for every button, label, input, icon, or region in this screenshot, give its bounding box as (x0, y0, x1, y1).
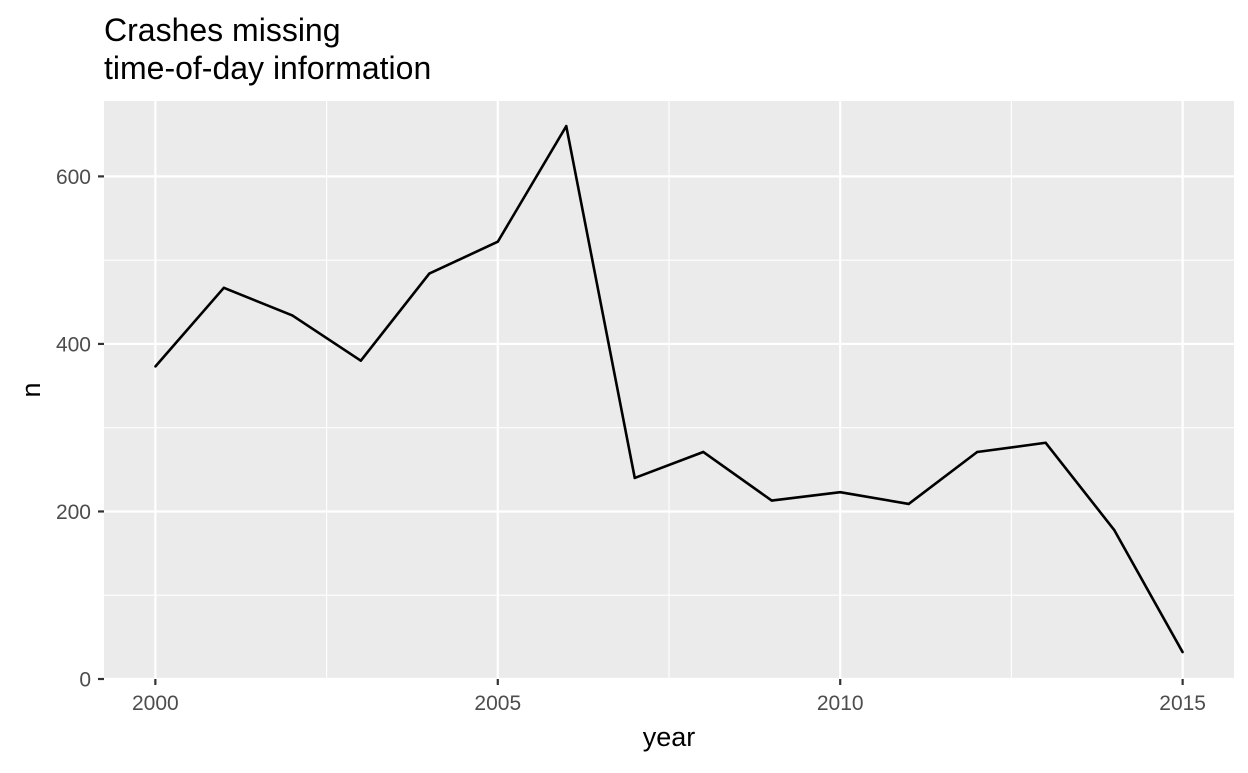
data-point (839, 490, 842, 494)
data-point (1181, 650, 1184, 654)
data-point (770, 499, 773, 502)
data-point (154, 365, 157, 368)
x-tick-labels: 2000 2005 2010 2015 (132, 692, 1206, 715)
y-tick-label: 200 (56, 501, 91, 524)
axis-ticks (98, 175, 1184, 685)
x-tick-label: 2015 (1159, 692, 1206, 715)
x-tick-label: 2000 (132, 692, 179, 715)
y-tick-label: 400 (56, 333, 91, 356)
chart-title-line-2: time-of-day information (104, 50, 431, 86)
x-tick-label: 2010 (817, 692, 864, 715)
data-point (222, 286, 226, 290)
data-point (1044, 441, 1047, 444)
major-gridlines (104, 101, 1234, 681)
y-axis-label: n (16, 382, 46, 397)
data-point (907, 502, 910, 506)
y-tick-label: 600 (56, 166, 91, 189)
data-point (496, 240, 499, 243)
data-point (291, 314, 294, 317)
x-tick-label: 2005 (474, 692, 521, 715)
series-line (154, 124, 1184, 653)
y-tick-labels: 0 200 400 600 (56, 166, 91, 692)
x-axis-label: year (643, 722, 696, 752)
data-point (359, 359, 363, 362)
data-point (428, 272, 431, 275)
data-point (565, 124, 568, 128)
minor-gridlines (104, 101, 1234, 679)
chart-title-line-1: Crashes missing (104, 12, 341, 48)
data-point (633, 476, 636, 480)
y-tick-label: 0 (79, 669, 91, 692)
data-point (975, 450, 979, 454)
data-point (702, 450, 705, 454)
data-point (1112, 528, 1116, 532)
series-layer (154, 124, 1184, 654)
